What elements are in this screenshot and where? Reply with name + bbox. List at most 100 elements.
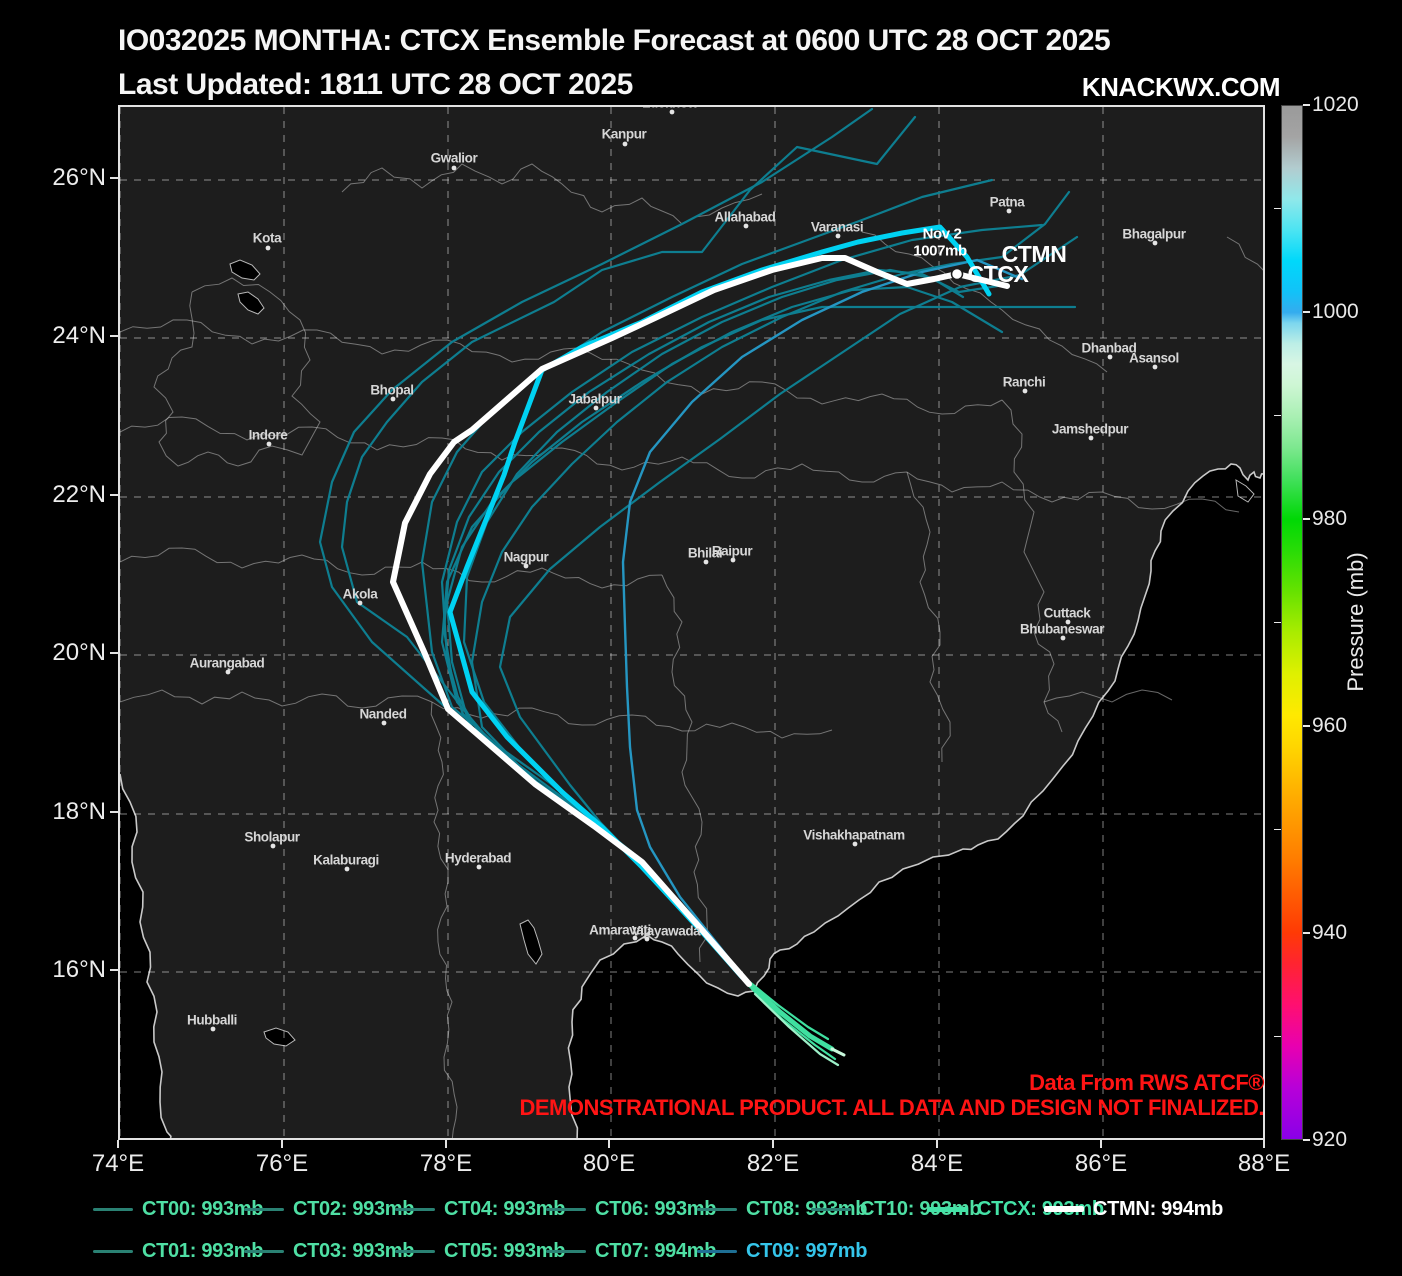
city-varanasi: Varanasi [811,220,864,239]
city-label: Dhanbad [1082,341,1137,356]
y-tick-label: 24°N [52,322,106,349]
colorbar-tick-mark [1303,104,1310,106]
y-tick-mark [110,177,118,179]
city-dot [1088,435,1094,441]
city-label: Allahabad [715,210,776,225]
colorbar-minor-tick [1274,622,1281,623]
lake [237,291,265,315]
y-tick-mark [110,335,118,337]
colorbar-tick-label: 960 [1312,714,1348,737]
city-dot [1152,364,1158,370]
city-bhubaneswar: Bhubaneswar [1020,622,1106,641]
city-label: Bhopal [370,383,413,398]
legend-swatch [928,1206,968,1212]
city-dot [1022,388,1028,394]
colorbar-minor-tick [1274,208,1281,209]
colorbar-tick-label: 980 [1312,507,1348,530]
legend-label: CT10: 993mb [860,1198,982,1220]
map-plot-area: Lucknow Kanpur Gwalior Kota Allahabad Varanas… [118,105,1265,1140]
city-dot [451,165,457,171]
legend-swatch [93,1249,133,1253]
city-label: Vishakhapatnam [803,828,905,843]
city-dot [476,864,482,870]
y-tick-mark [110,652,118,654]
x-tick-mark [772,1140,774,1148]
city-dot [1065,619,1071,625]
city-gwalior: Gwalior [431,151,479,171]
city-cuttack: Cuttack [1044,606,1092,625]
city-label: Raipur [712,544,754,559]
track-CTMN [390,255,1010,987]
city-label: Ranchi [1003,375,1046,390]
legend-label: CT02: 993mb [293,1198,415,1220]
city-ranchi: Ranchi [1003,375,1046,394]
city-dot [1152,240,1158,246]
x-tick-label: 74°E [91,1150,145,1177]
city-vijayawada: Vijayawada [632,924,702,942]
city-dot [1060,635,1066,641]
state-border [153,277,321,467]
genesis-tail [753,992,840,1067]
x-tick-label: 80°E [582,1150,636,1177]
city-label: Sholapur [244,830,300,845]
annotation-ctmn: CTMN [1002,241,1067,267]
city-label: Patna [990,195,1026,210]
city-label: Jamshedpur [1052,422,1129,437]
city-dot [593,405,599,411]
lake [519,919,543,965]
city-dot [357,600,363,606]
legend-label: CT00: 993mb [142,1198,264,1220]
city-kalaburagi: Kalaburagi [313,853,379,872]
city-vishakhapatnam: Vishakhapatnam [803,828,906,847]
x-tick-label: 84°E [910,1150,964,1177]
city-dot [632,935,638,941]
x-tick-mark [281,1140,283,1148]
y-tick-mark [110,969,118,971]
x-tick-label: 76°E [255,1150,309,1177]
city-lucknow: Lucknow [642,107,699,115]
x-tick-mark [117,1140,119,1148]
colorbar-minor-tick [1274,829,1281,830]
track-CT09 [621,258,1024,986]
data-source-note: Data From RWS ATCF® [1029,1070,1264,1095]
colorbar-tick-label: 920 [1312,1128,1348,1151]
legend-swatch [395,1207,435,1211]
city-dot [1006,208,1012,214]
city-label: Bhubaneswar [1020,622,1105,637]
genesis-tail [750,987,837,1061]
coastline-arabian-sea [120,773,172,1138]
disclaimer-note: DEMONSTRATIONAL PRODUCT. ALL DATA AND DE… [519,1095,1264,1120]
city-dot [210,1026,216,1032]
city-sholapur: Sholapur [244,830,301,849]
city-label: Gwalior [431,151,479,166]
city-label: Aurangabad [190,656,265,671]
city-patna: Patna [990,195,1026,214]
legend: CT00: 993mb CT02: 993mb CT04: 993mb CT06: 9… [0,1188,1402,1276]
x-tick-mark [936,1140,938,1148]
city-jabalpur: Jabalpur [568,392,623,411]
legend-label: CT05: 993mb [444,1240,566,1262]
legend-swatch [697,1249,737,1253]
forecast-map: Lucknow Kanpur Gwalior Kota Allahabad Varanas… [120,107,1263,1138]
city-label: Nanded [359,707,406,722]
track-CTCX [447,224,992,980]
city-amaravati: Amaravati [589,923,651,941]
city-hyderabad: Hyderabad [445,851,512,870]
city-label: Amaravati [589,923,651,938]
city-asansol: Asansol [1129,351,1179,370]
annotation-date: Nov 2 [923,226,962,243]
y-tick-mark [110,811,118,813]
city-allahabad: Allahabad [715,210,776,229]
legend-label: CT06: 993mb [595,1198,717,1220]
city-dot [644,936,650,942]
legend-label: CT07: 994mb [595,1240,717,1262]
colorbar-tick-mark [1303,311,1310,313]
x-tick-label: 78°E [419,1150,473,1177]
city-bhilai: Bhilai [688,546,723,565]
city-dot [390,396,396,402]
city-akola: Akola [343,587,379,606]
x-tick-mark [1263,1140,1265,1148]
colorbar-title: Pressure (mb) [1343,552,1368,692]
state-border [120,319,643,371]
